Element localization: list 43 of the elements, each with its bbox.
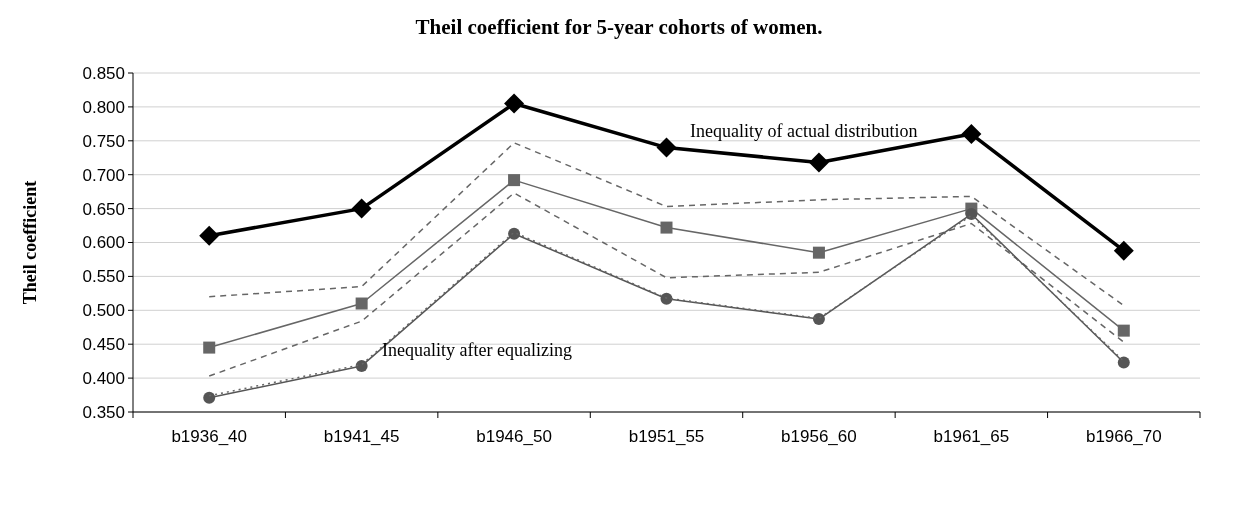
chart-title: Theil coefficient for 5-year cohorts of women. (415, 15, 823, 39)
x-tick-label: b1966_70 (1085, 427, 1162, 446)
point (808, 152, 829, 173)
point (961, 124, 982, 145)
y-tick-label: 0.850 (82, 63, 125, 83)
y-tick-label: 0.700 (82, 165, 125, 185)
y-tick-label: 0.800 (82, 97, 125, 117)
y-tick-label: 0.750 (82, 131, 125, 151)
point (504, 93, 525, 114)
point (508, 174, 521, 187)
x-tick-label: b1936_40 (171, 427, 248, 446)
y-tick-label: 0.600 (82, 233, 125, 253)
annotation: Inequality of actual distribution (690, 121, 918, 142)
x-tick-label: b1941_45 (323, 427, 400, 446)
x-tick-label: b1946_50 (476, 427, 552, 446)
annotation: Inequality after equalizing (382, 340, 572, 361)
y-tick-label: 0.650 (82, 199, 125, 219)
x-tick-label: b1951_55 (628, 427, 705, 446)
point (1113, 240, 1134, 261)
point (351, 198, 372, 219)
point (660, 221, 673, 234)
x-tick-label: b1961_65 (933, 427, 1010, 446)
x-tick-label: b1956_60 (781, 427, 857, 446)
point (203, 341, 216, 354)
y-tick-label: 0.500 (82, 301, 125, 321)
point (812, 313, 825, 326)
point (199, 225, 220, 246)
point (203, 391, 216, 404)
y-tick-label: 0.450 (82, 335, 125, 355)
point (965, 208, 978, 221)
point (656, 137, 677, 158)
y-tick-label: 0.400 (82, 369, 125, 389)
y-axis-title: Theil coefficient (20, 180, 40, 305)
y-tick-label: 0.550 (82, 267, 125, 287)
point (660, 292, 673, 305)
point (812, 246, 825, 259)
point (508, 227, 521, 240)
point (1117, 324, 1130, 337)
y-tick-label: 0.350 (82, 402, 125, 422)
point (1117, 356, 1130, 369)
line-series (208, 142, 1125, 307)
point (355, 359, 368, 372)
point (355, 297, 368, 310)
